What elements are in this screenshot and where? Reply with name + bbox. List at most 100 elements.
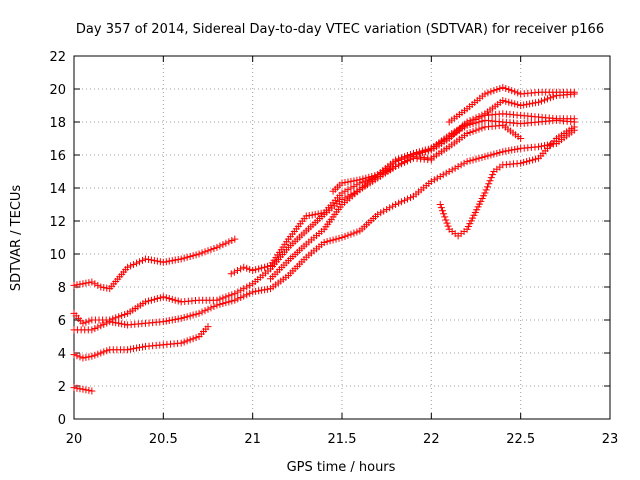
data-point-sample	[186, 252, 194, 260]
data-point	[445, 168, 453, 175]
data-point-sample	[487, 174, 495, 182]
data-point-sample	[162, 258, 170, 266]
data-point-sample	[91, 325, 99, 333]
data-point-sample	[192, 251, 200, 259]
data-point-sample	[168, 257, 176, 265]
data-point	[227, 270, 235, 278]
data-point-sample	[100, 284, 108, 292]
data-point-sample	[91, 280, 99, 288]
data-point-sample	[121, 311, 129, 318]
data-point-sample	[475, 114, 483, 122]
data-point-sample	[401, 196, 409, 204]
data-point	[481, 90, 489, 98]
data-point-sample	[258, 264, 266, 272]
data-point-sample	[433, 174, 441, 182]
data-point-sample	[198, 249, 206, 257]
data-point-sample	[171, 296, 179, 304]
data-point-sample	[451, 164, 459, 172]
data-point-sample	[153, 295, 161, 303]
data-point-sample	[201, 248, 209, 256]
data-point	[231, 290, 239, 298]
data-point	[124, 346, 132, 354]
data-point-sample	[85, 386, 93, 394]
x-axis-title: GPS time / hours	[287, 460, 396, 475]
data-point-sample	[189, 252, 197, 260]
data-point-sample	[344, 231, 352, 239]
data-point-sample	[549, 140, 557, 148]
data-point	[570, 115, 578, 123]
data-point-sample	[329, 236, 337, 244]
data-point-sample	[395, 199, 403, 207]
data-point	[374, 171, 382, 179]
x-tick-label: 23	[602, 432, 619, 447]
data-point-sample	[103, 319, 111, 327]
data-point	[481, 153, 489, 161]
data-point	[88, 352, 96, 360]
data-point-sample	[483, 183, 491, 191]
data-point-sample	[237, 286, 245, 294]
data-point	[463, 130, 471, 138]
data-point-sample	[398, 159, 406, 167]
data-point-sample	[344, 178, 352, 186]
data-point-sample	[165, 257, 173, 265]
data-point-sample	[174, 297, 182, 305]
data-point-sample	[225, 298, 233, 306]
data-point-sample	[186, 336, 194, 344]
data-point-sample	[395, 161, 403, 169]
data-point-sample	[523, 100, 531, 108]
data-point-sample	[341, 187, 349, 195]
data-point-sample	[496, 84, 504, 92]
data-point-sample	[147, 296, 155, 304]
data-point-sample	[264, 262, 272, 270]
data-point-sample	[186, 312, 194, 320]
data-point-sample	[466, 118, 474, 126]
data-point-sample	[130, 345, 138, 353]
data-point-sample	[532, 155, 540, 163]
data-point-sample	[490, 87, 498, 95]
data-point-sample	[505, 98, 513, 106]
data-point	[356, 176, 364, 184]
data-point-sample	[386, 204, 394, 212]
data-point-sample	[469, 127, 477, 135]
data-point	[499, 83, 507, 91]
data-markers	[70, 83, 578, 395]
data-point-sample	[138, 343, 146, 351]
data-point-sample	[383, 167, 391, 175]
data-point-sample	[216, 295, 224, 303]
data-point-sample	[472, 155, 480, 163]
data-point-sample	[118, 312, 126, 320]
data-point	[124, 263, 132, 271]
data-point-sample	[439, 171, 447, 179]
data-point-sample	[380, 207, 388, 215]
data-point-sample	[484, 152, 492, 160]
data-point-sample	[520, 101, 528, 109]
data-point-sample	[252, 266, 260, 274]
data-point-sample	[308, 211, 316, 219]
data-point-sample	[156, 294, 164, 302]
data-point-sample	[240, 292, 248, 300]
data-point-sample	[150, 295, 158, 303]
data-point-sample	[496, 149, 504, 157]
data-point-sample	[341, 232, 349, 240]
data-point-sample	[85, 353, 93, 361]
data-point-sample	[162, 317, 170, 325]
data-point-sample	[335, 234, 343, 242]
data-point-sample	[529, 156, 537, 164]
data-point-sample	[478, 113, 486, 121]
x-tick-label: 20.5	[149, 432, 178, 447]
data-point	[70, 384, 78, 392]
data-point	[231, 235, 239, 243]
data-point-sample	[210, 303, 218, 311]
data-point-sample	[192, 310, 200, 318]
data-point-sample	[109, 315, 117, 323]
data-point-sample	[118, 320, 126, 328]
series-track-3	[70, 126, 578, 334]
data-point-sample	[398, 198, 406, 206]
data-point-sample	[350, 189, 358, 197]
data-point	[499, 97, 507, 105]
data-point-sample	[538, 97, 546, 105]
data-point-sample	[183, 337, 191, 345]
data-point-sample	[543, 95, 551, 103]
data-point-sample	[520, 158, 528, 166]
